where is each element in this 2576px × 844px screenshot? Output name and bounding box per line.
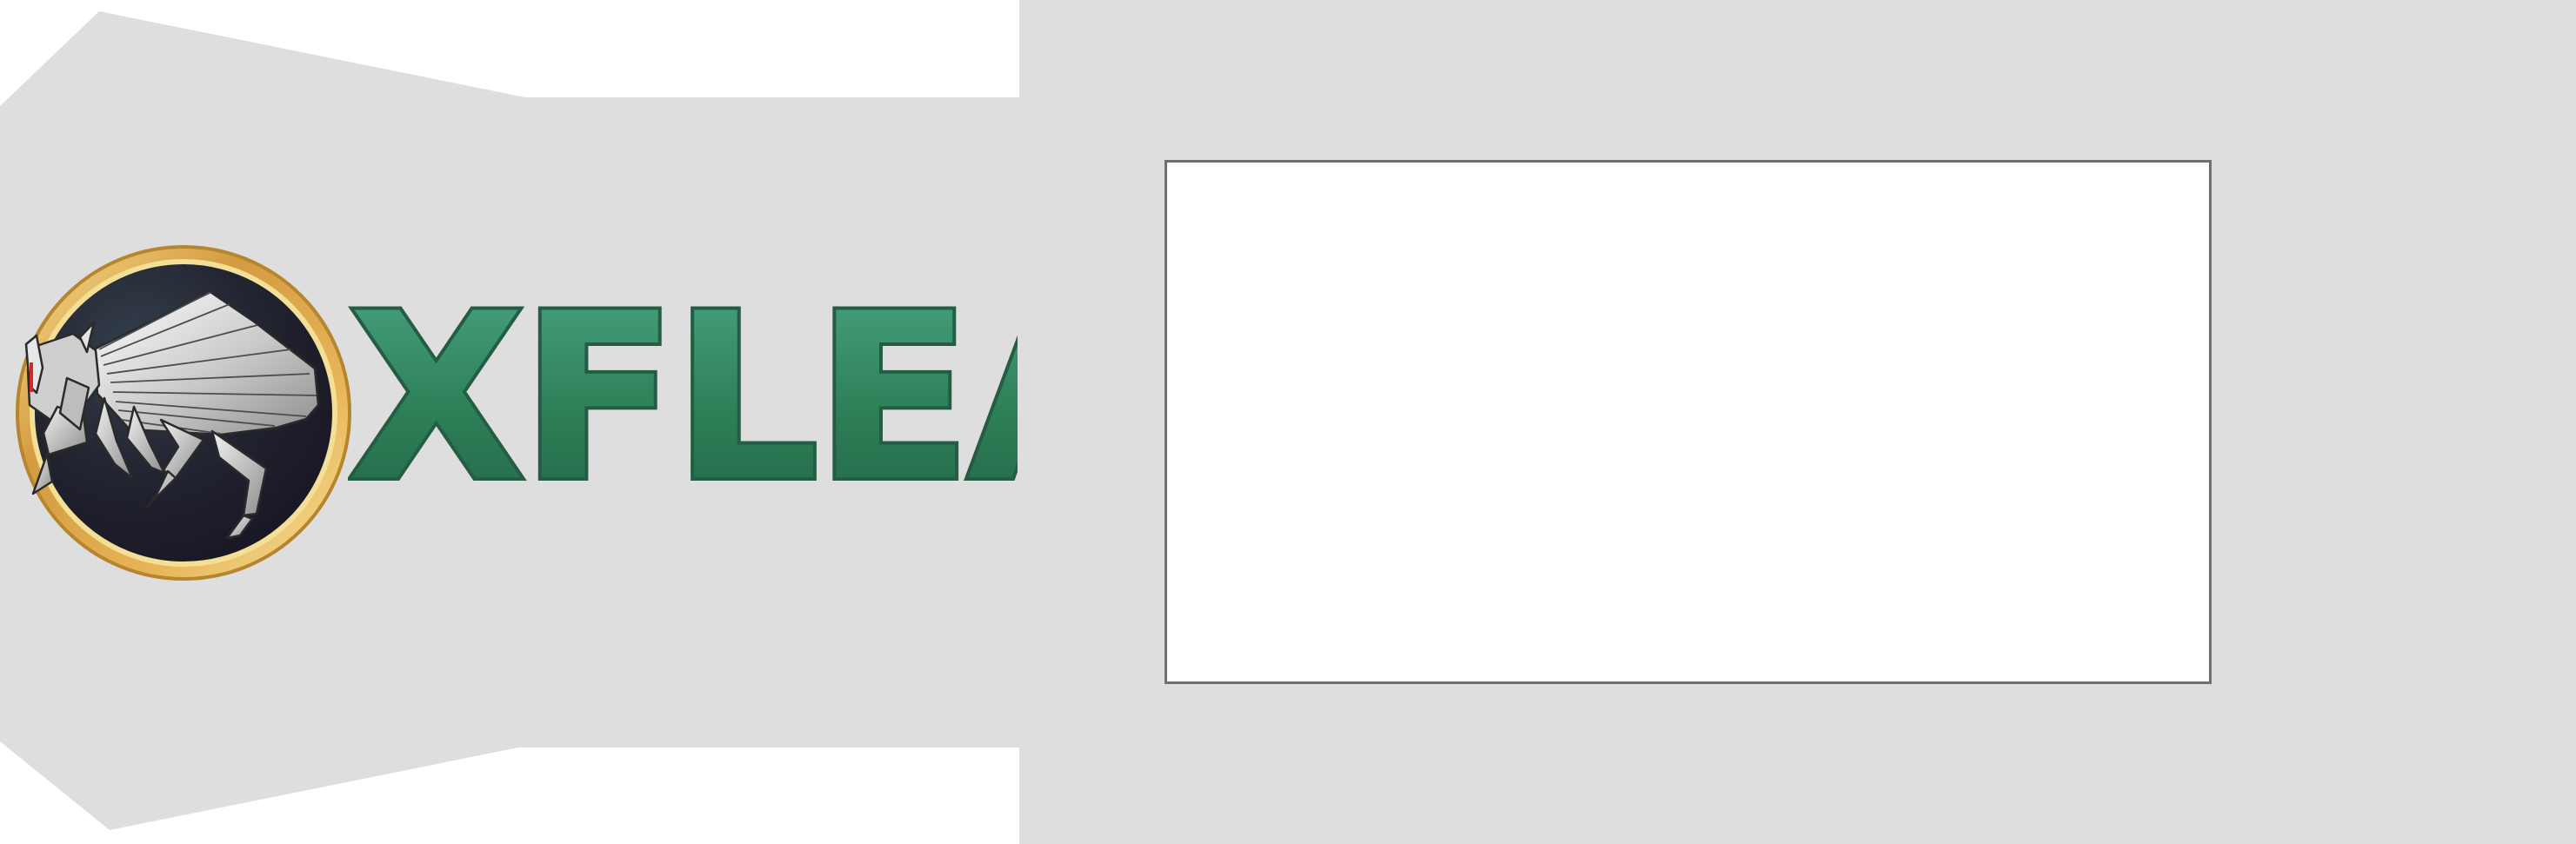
brand-logo — [12, 242, 1025, 584]
flea-icon — [16, 245, 351, 581]
brand-wordmark: XFLEA — [348, 290, 1018, 499]
brand-name: XFLEA — [348, 290, 1018, 499]
content-frame — [1165, 160, 2212, 684]
gray-left-banner — [0, 11, 1019, 830]
